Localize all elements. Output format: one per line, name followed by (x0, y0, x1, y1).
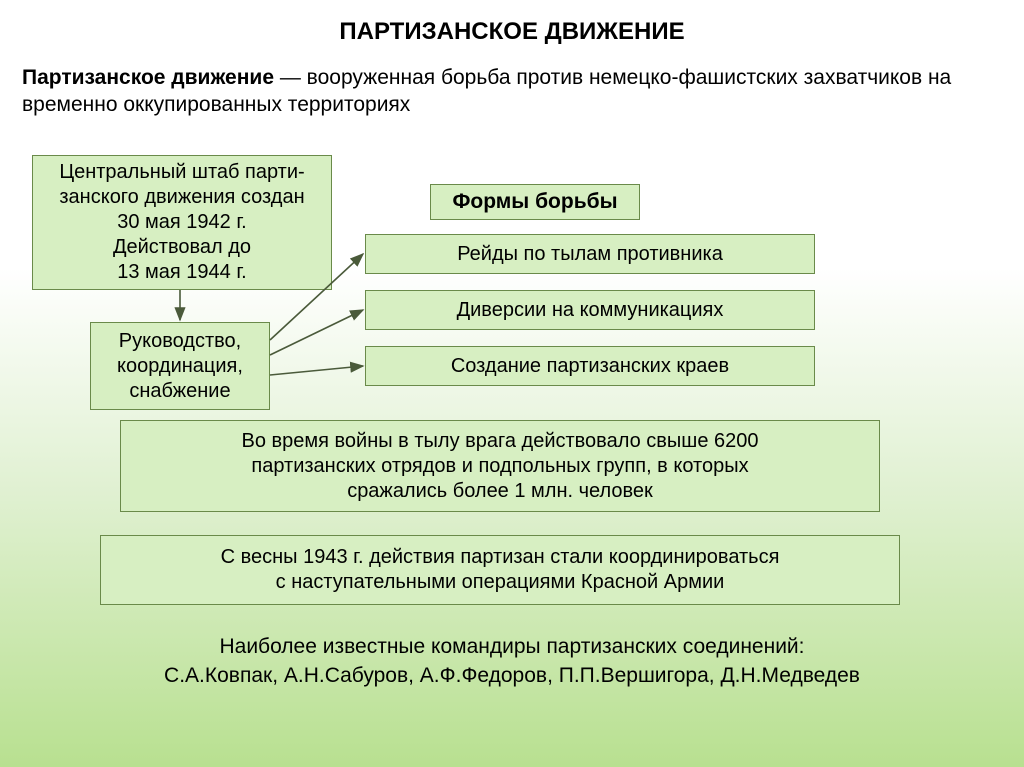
form-box-3: Создание партизанских краев (365, 346, 815, 386)
commanders-block: Наиболее известные командиры партизански… (0, 632, 1024, 691)
form-box-1: Рейды по тылам противника (365, 234, 815, 274)
coordination-box: С весны 1943 г. действия партизан стали … (100, 535, 900, 605)
commanders-list: С.А.Ковпак, А.Н.Сабуров, А.Ф.Федоров, П.… (0, 661, 1024, 690)
commanders-intro: Наиболее известные командиры партизански… (0, 632, 1024, 661)
management-box: Руководство,координация,снабжение (90, 322, 270, 410)
stats-box: Во время войны в тылу врага действовало … (120, 420, 880, 512)
hq-box: Центральный штаб парти-занского движения… (32, 155, 332, 290)
page-title: ПАРТИЗАНСКОЕ ДВИЖЕНИЕ (0, 0, 1024, 46)
form-box-2: Диверсии на коммуникациях (365, 290, 815, 330)
forms-header-box: Формы борьбы (430, 184, 640, 220)
definition-text: Партизанское движение — вооруженная борь… (0, 46, 1024, 119)
definition-bold: Партизанское движение (22, 66, 274, 89)
